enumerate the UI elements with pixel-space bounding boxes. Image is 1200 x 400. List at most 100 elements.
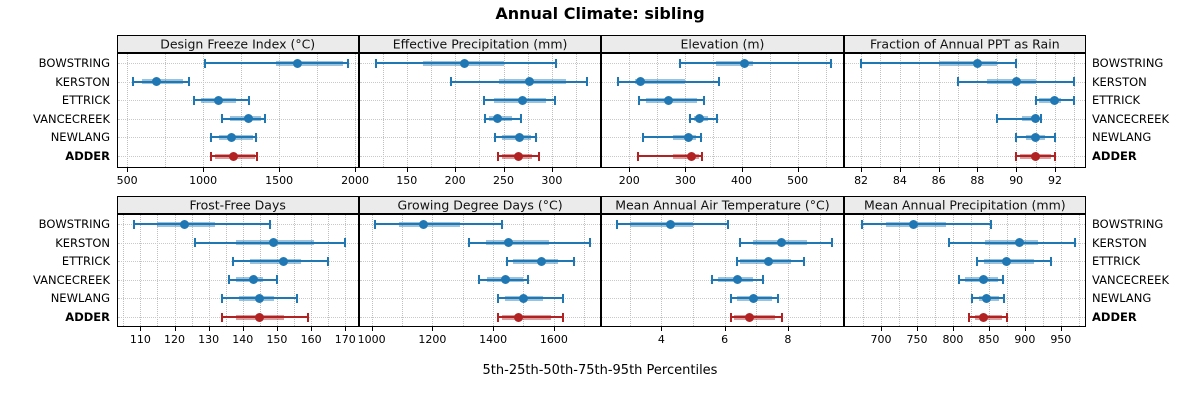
panel-body xyxy=(843,53,1086,168)
tick-mark xyxy=(1024,327,1026,331)
tick-mark xyxy=(899,168,901,172)
gridline-v xyxy=(819,215,821,326)
gridline-h xyxy=(844,156,1085,157)
tick-label: 160 xyxy=(300,333,322,346)
range-line xyxy=(485,117,521,120)
range-cap xyxy=(1040,114,1043,124)
gridline-v xyxy=(970,215,972,326)
range-line xyxy=(679,62,832,64)
range-cap xyxy=(192,95,195,105)
tick-mark xyxy=(432,327,434,331)
tick-mark xyxy=(988,327,990,331)
panel-strip: Growing Degree Days (°C) xyxy=(358,196,602,214)
gridline-v xyxy=(863,215,865,326)
range-cap xyxy=(736,256,739,266)
median-dot xyxy=(739,58,749,68)
median-dot xyxy=(418,219,428,229)
range-cap xyxy=(688,114,691,124)
gridline-h xyxy=(359,261,601,263)
station-label-left: ADDER xyxy=(65,310,110,324)
range-cap xyxy=(221,293,224,303)
gridline-v xyxy=(527,54,529,167)
gridline-v xyxy=(988,215,990,326)
gridline-h xyxy=(844,100,1085,102)
gridline-v xyxy=(523,215,525,326)
tick-label: 92 xyxy=(1047,174,1062,187)
range-cap xyxy=(702,95,705,105)
median-dot xyxy=(636,77,646,87)
range-cap xyxy=(1005,312,1008,322)
panel-body xyxy=(601,214,844,327)
median-dot xyxy=(244,114,254,124)
iqr-band xyxy=(629,221,693,227)
station-label-left: VANCECREEK xyxy=(33,111,110,126)
median-dot xyxy=(180,219,190,229)
gridline-h xyxy=(602,81,843,83)
median-dot xyxy=(686,151,696,161)
tick-label: 1600 xyxy=(539,333,568,346)
range-cap xyxy=(561,293,564,303)
range-cap xyxy=(1003,293,1005,303)
tick-mark xyxy=(551,168,553,172)
range-cap xyxy=(641,132,644,142)
gridline-v xyxy=(919,54,921,167)
range-cap xyxy=(1073,95,1076,105)
gridline-v xyxy=(629,215,631,326)
gridline-v xyxy=(225,215,227,326)
gridline-h xyxy=(359,298,601,300)
range-line xyxy=(133,80,190,83)
gridline-v xyxy=(1035,54,1037,167)
panel-body xyxy=(116,53,359,168)
gridline-h xyxy=(602,242,843,244)
gridline-v xyxy=(1074,54,1076,167)
range-cap xyxy=(210,132,213,142)
median-dot xyxy=(279,256,289,266)
range-cap xyxy=(496,151,499,161)
range-cap xyxy=(347,58,350,68)
panel-strip: Mean Annual Precipitation (mm) xyxy=(843,196,1086,214)
gridline-v xyxy=(279,54,281,167)
median-dot xyxy=(493,114,503,124)
median-dot xyxy=(525,77,535,87)
gridline-v xyxy=(406,54,408,167)
tick-label: 90 xyxy=(1009,174,1024,187)
range-line xyxy=(497,316,563,318)
range-line xyxy=(642,136,702,139)
gridline-h xyxy=(602,118,843,120)
station-label-right: NEWLANG xyxy=(1092,130,1152,145)
percentiles-caption: 5th-25th-50th-75th-95th Percentiles xyxy=(482,363,718,378)
tick-label: 950 xyxy=(1050,333,1072,346)
range-cap xyxy=(221,114,224,124)
panel-strip: Fraction of Annual PPT as Rain xyxy=(843,35,1086,53)
median-dot xyxy=(227,132,237,142)
gridline-v xyxy=(769,54,771,167)
iqr-band xyxy=(1022,116,1038,122)
iqr-band xyxy=(219,134,254,140)
range-cap xyxy=(538,151,541,161)
range-cap xyxy=(1015,58,1018,68)
tick-mark xyxy=(741,168,743,172)
tick-label: 150 xyxy=(266,333,288,346)
station-label-right: NEWLANG xyxy=(1092,291,1152,306)
median-dot xyxy=(1011,77,1021,87)
range-cap xyxy=(700,132,703,142)
tick-label: 400 xyxy=(731,174,752,187)
tick-mark xyxy=(629,168,631,172)
range-cap xyxy=(761,275,764,285)
range-cap xyxy=(739,238,742,248)
station-label-right: ETTRICK xyxy=(1092,93,1141,108)
tick-label: 500 xyxy=(116,174,138,187)
median-dot xyxy=(537,256,547,266)
tick-mark xyxy=(916,327,918,331)
gridline-h xyxy=(844,137,1085,139)
range-cap xyxy=(269,219,272,229)
median-dot xyxy=(978,312,988,322)
tick-mark xyxy=(952,327,954,331)
range-cap xyxy=(1050,256,1053,266)
range-cap xyxy=(344,238,347,248)
range-cap xyxy=(231,256,234,266)
range-line xyxy=(861,223,992,225)
panel-strip: Effective Precipitation (mm) xyxy=(358,35,602,53)
iqr-band xyxy=(716,60,753,66)
